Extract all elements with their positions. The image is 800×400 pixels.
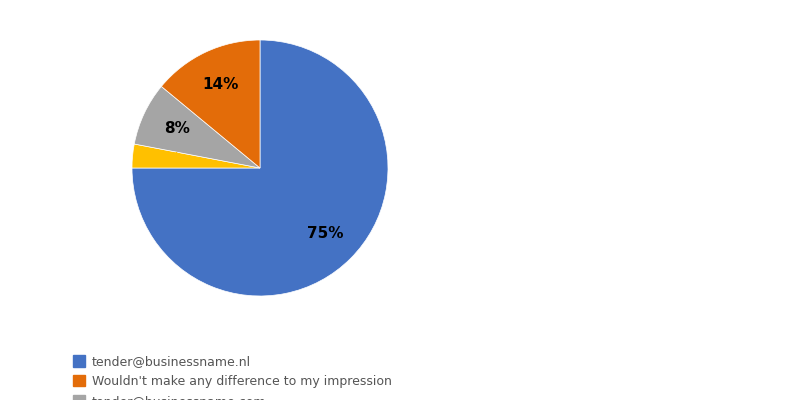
Wedge shape: [134, 86, 260, 168]
Text: 75%: 75%: [307, 226, 343, 241]
Legend: tender@businessname.nl, Wouldn't make any difference to my impression, tender@bu: tender@businessname.nl, Wouldn't make an…: [68, 350, 397, 400]
Text: 8%: 8%: [164, 121, 190, 136]
Text: 3%: 3%: [155, 152, 181, 167]
Wedge shape: [132, 144, 260, 168]
Wedge shape: [162, 40, 260, 168]
Wedge shape: [132, 40, 388, 296]
Text: 14%: 14%: [202, 77, 239, 92]
